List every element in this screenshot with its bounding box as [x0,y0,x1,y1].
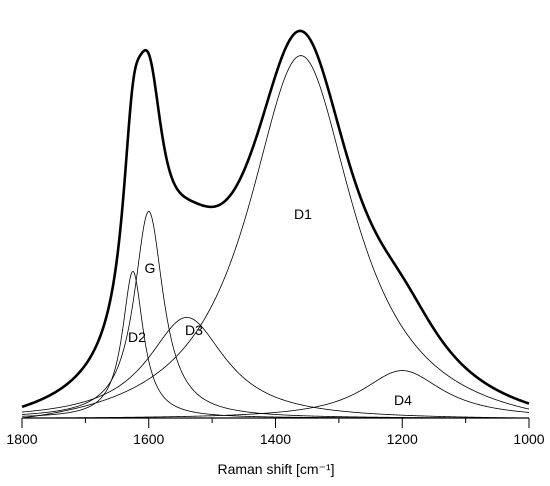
peak-label-g: G [145,260,156,276]
curves-layer [21,29,530,419]
peak-label-d4: D4 [394,392,412,408]
x-tick-label: 1600 [133,431,164,447]
peak-labels-layer: G D2 D3 D1 D4 [128,206,412,408]
peak-label-d2: D2 [128,329,146,345]
x-axis-title: Raman shift [cm⁻¹] [217,461,334,477]
x-ticks-layer: 1800 1600 1400 1200 1000 [6,418,545,447]
peak-label-d3: D3 [185,322,203,338]
component-curve-d1 [21,55,530,419]
x-tick-label: 1400 [260,431,291,447]
envelope-curve [21,29,530,409]
component-curve-d4 [22,370,530,419]
x-tick-label: 1000 [513,431,544,447]
peak-label-d1: D1 [294,206,312,222]
x-tick-label: 1800 [6,431,37,447]
component-curve-d3 [21,317,530,419]
component-curve-g [21,211,529,419]
x-tick-label: 1200 [387,431,418,447]
